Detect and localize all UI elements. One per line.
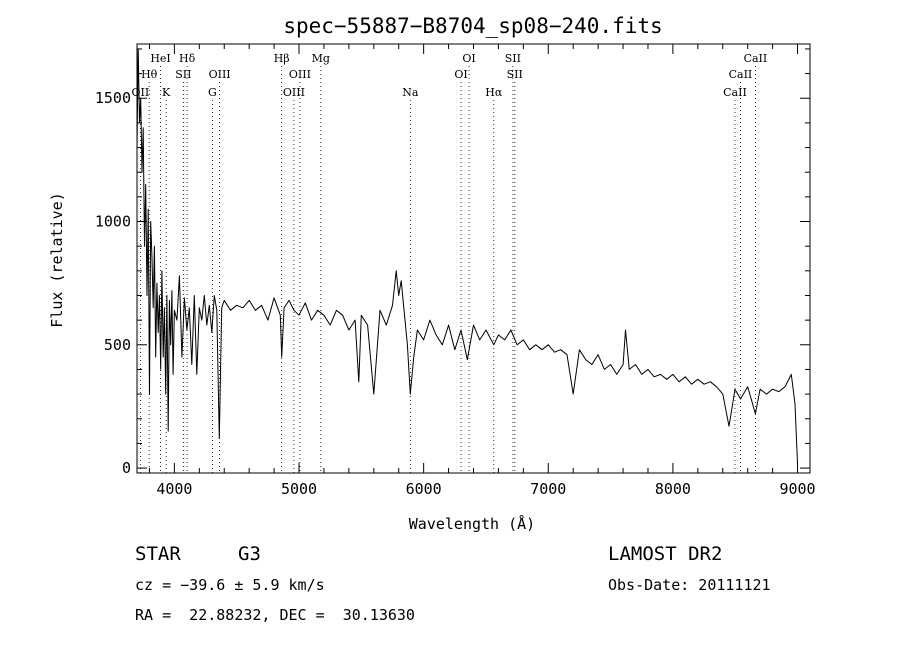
x-tick-label-0: 4000 — [156, 480, 192, 498]
coordinates: RA = 22.88232, DEC = 30.13630 — [135, 606, 415, 624]
object-class: STAR — [135, 543, 181, 565]
y-axis: 0 500 1000 1500 — [95, 48, 810, 477]
object-subclass: G3 — [238, 543, 261, 565]
line-markers: OIIHθHeIKHδSIIGOIIIHβOIIIOIIIMgNaOIOIHαS… — [132, 52, 768, 473]
x-tick-label-2: 6000 — [406, 480, 442, 498]
marker-label-11: Mg — [312, 52, 330, 65]
marker-label-6: G — [208, 86, 217, 99]
marker-label-16: SII — [505, 52, 521, 65]
chart-title: spec−55887−B8704_sp08−240.fits — [283, 14, 662, 38]
y-tick-label-2: 1000 — [95, 213, 131, 231]
marker-label-5: SII — [175, 68, 191, 81]
marker-label-13: OI — [454, 68, 467, 81]
marker-label-12: Na — [402, 86, 419, 99]
y-tick-label-1: 500 — [104, 336, 131, 354]
y-axis-label: Flux (relative) — [48, 192, 66, 327]
marker-label-4: Hδ — [179, 52, 196, 65]
marker-label-9: OIII — [283, 86, 305, 99]
x-axis-label: Wavelength (Å) — [409, 514, 535, 533]
marker-label-3: K — [162, 86, 171, 99]
marker-label-10: OIII — [289, 68, 311, 81]
y-tick-label-3: 1500 — [95, 89, 131, 107]
marker-label-14: OI — [462, 52, 475, 65]
plot-area — [136, 48, 798, 464]
plot-frame — [136, 43, 811, 474]
redshift-info: cz = −39.6 ± 5.9 km/s — [135, 576, 325, 594]
spectrum-series — [136, 48, 798, 464]
survey-name: LAMOST DR2 — [608, 543, 723, 565]
marker-label-2: HeI — [150, 52, 170, 65]
x-tick-label-1: 5000 — [281, 480, 317, 498]
marker-label-0: OII — [132, 86, 150, 99]
marker-label-20: CaII — [744, 52, 768, 65]
marker-label-15: Hα — [485, 86, 503, 99]
marker-label-19: CaII — [729, 68, 753, 81]
marker-label-7: OIII — [209, 68, 231, 81]
x-tick-label-4: 8000 — [655, 480, 691, 498]
marker-label-18: CaII — [723, 86, 747, 99]
y-tick-label-0: 0 — [122, 459, 131, 477]
x-axis: 4000 5000 6000 7000 8000 9000 — [148, 44, 816, 498]
marker-label-8: Hβ — [274, 52, 290, 65]
observation-date: Obs-Date: 20111121 — [608, 576, 771, 594]
marker-label-1: Hθ — [141, 68, 158, 81]
marker-label-17: SII — [507, 68, 523, 81]
x-tick-label-3: 7000 — [530, 480, 566, 498]
x-tick-label-5: 9000 — [779, 480, 815, 498]
